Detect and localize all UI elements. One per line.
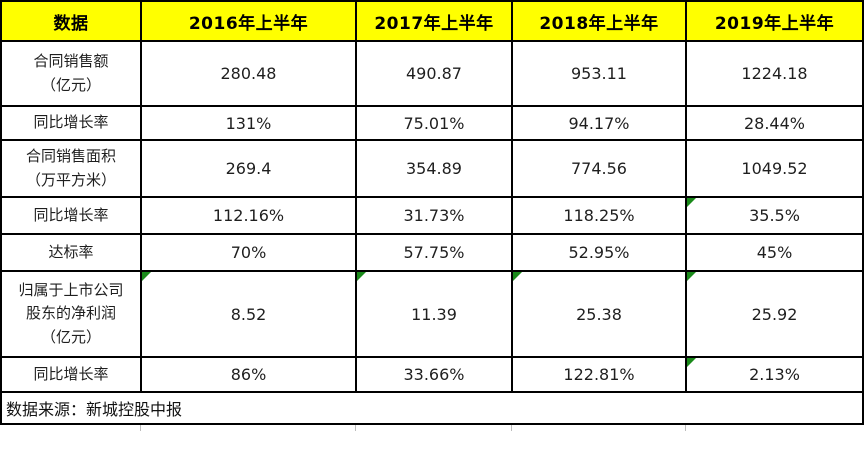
cell-value: 35.5% [749,206,800,225]
cell-value: 1049.52 [741,159,808,178]
cell-value: 354.89 [406,159,462,178]
cell-value: 112.16% [212,206,285,225]
row-label[interactable]: 同比增长率 [0,105,142,141]
table-cell[interactable]: 25.92 [685,270,864,358]
table-cell[interactable]: 86% [140,356,357,393]
cell-value: 28.44% [743,113,805,133]
cell-value: 86% [230,365,267,384]
table-cell[interactable]: 490.87 [355,40,513,107]
cell-flag-icon [688,359,696,367]
cell-value: 8.52 [230,304,267,324]
row-label[interactable]: 同比增长率 [0,356,142,393]
cell-value: 31.73% [403,206,465,225]
table-cell[interactable]: 75.01% [355,105,513,141]
cell-value: 75.01% [403,113,465,133]
table-row-target-rate: 达标率 70% 57.75% 52.95% 45% [0,233,864,272]
gridline-tick [140,425,141,431]
table-cell[interactable]: 33.66% [355,356,513,393]
cell-value: 280.48 [220,64,277,83]
table-cell[interactable]: 2.13% [685,356,864,393]
header-cell-2017[interactable]: 2017年上半年 [355,0,513,42]
table-cell[interactable]: 112.16% [140,196,357,235]
table-row-yoy-growth-area: 同比增长率 112.16% 31.73% 118.25% 35.5% [0,196,864,235]
cell-value: 490.87 [406,64,462,83]
cell-value: 953.11 [571,64,627,83]
table-cell[interactable]: 52.95% [511,233,687,272]
header-cell-2018[interactable]: 2018年上半年 [511,0,687,42]
row-label[interactable]: 合同销售额 （亿元） [0,40,142,107]
table-cell[interactable]: 57.75% [355,233,513,272]
cell-value: 774.56 [571,159,627,178]
partial-gridline-row [0,425,862,431]
header-cell-data[interactable]: 数据 [0,0,142,42]
row-label[interactable]: 归属于上市公司 股东的净利润 （亿元） [0,270,142,358]
gridline-tick [355,425,356,431]
financial-table: 数据 2016年上半年 2017年上半年 2018年上半年 2019年上半年 合… [0,0,864,425]
table-cell[interactable]: 28.44% [685,105,864,141]
table-cell[interactable]: 8.52 [140,270,357,358]
cell-value: 11.39 [411,304,457,324]
cell-value: 70% [230,243,267,262]
cell-flag-icon [143,273,151,281]
table-cell[interactable]: 1049.52 [685,139,864,198]
cell-value: 118.25% [563,206,635,225]
cell-flag-icon [688,273,696,281]
cell-flag-icon [358,273,366,281]
header-cell-2016[interactable]: 2016年上半年 [140,0,357,42]
gridline-tick [511,425,512,431]
cell-value: 33.66% [403,365,465,384]
cell-value: 2.13% [749,365,800,384]
row-label[interactable]: 达标率 [0,233,142,272]
cell-value: 25.38 [576,304,622,324]
table-row-contract-area: 合同销售面积 （万平方米） 269.4 354.89 774.56 1049.5… [0,139,864,198]
table-cell[interactable]: 354.89 [355,139,513,198]
table-cell[interactable]: 11.39 [355,270,513,358]
table-cell[interactable]: 131% [140,105,357,141]
table-row-yoy-growth-sales: 同比增长率 131% 75.01% 94.17% 28.44% [0,105,864,141]
cell-flag-icon [688,199,696,207]
row-label[interactable]: 同比增长率 [0,196,142,235]
table-cell[interactable]: 45% [685,233,864,272]
header-row: 数据 2016年上半年 2017年上半年 2018年上半年 2019年上半年 [0,0,864,42]
table-cell[interactable]: 280.48 [140,40,357,107]
cell-value: 122.81% [563,365,635,384]
cell-value: 94.17% [568,113,630,133]
table-cell[interactable]: 94.17% [511,105,687,141]
table-cell[interactable]: 25.38 [511,270,687,358]
table-cell[interactable]: 953.11 [511,40,687,107]
table-row-net-profit: 归属于上市公司 股东的净利润 （亿元） 8.52 11.39 25.38 25.… [0,270,864,358]
cell-value: 1224.18 [741,64,808,83]
cell-flag-icon [514,273,522,281]
gridline-tick [685,425,686,431]
cell-value: 45% [756,243,793,262]
cell-value: 57.75% [403,243,465,262]
cell-value: 131% [225,113,272,133]
table-cell[interactable]: 774.56 [511,139,687,198]
table-cell[interactable]: 70% [140,233,357,272]
row-label[interactable]: 合同销售面积 （万平方米） [0,139,142,198]
table-cell[interactable]: 35.5% [685,196,864,235]
cell-value: 25.92 [751,304,798,324]
table-cell[interactable]: 31.73% [355,196,513,235]
table-cell[interactable]: 269.4 [140,139,357,198]
table-cell[interactable]: 122.81% [511,356,687,393]
table-row-contract-sales: 合同销售额 （亿元） 280.48 490.87 953.11 1224.18 [0,40,864,107]
header-cell-2019[interactable]: 2019年上半年 [685,0,864,42]
table-cell[interactable]: 118.25% [511,196,687,235]
data-source-note[interactable]: 数据来源：新城控股中报 [0,391,864,425]
cell-value: 269.4 [225,159,272,178]
table-cell[interactable]: 1224.18 [685,40,864,107]
table-row-yoy-growth-profit: 同比增长率 86% 33.66% 122.81% 2.13% [0,356,864,393]
cell-value: 52.95% [568,243,630,262]
table-row-source: 数据来源：新城控股中报 [0,391,864,425]
